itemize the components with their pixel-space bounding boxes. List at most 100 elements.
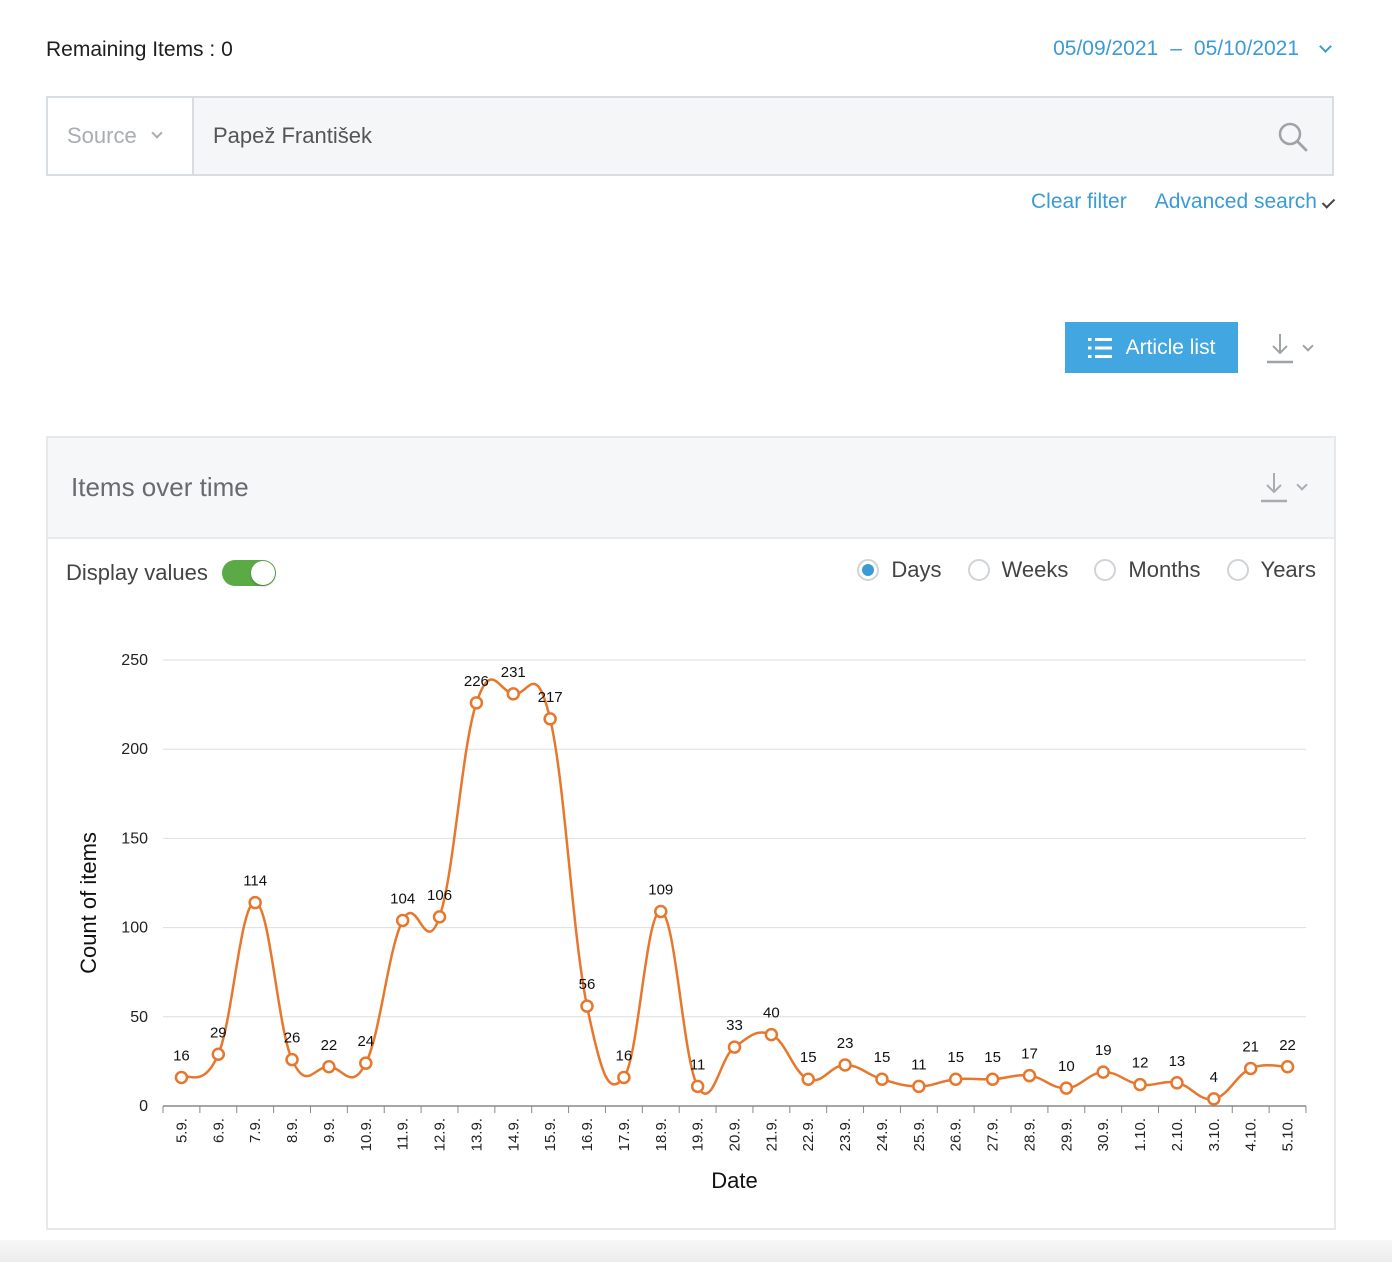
display-values-control: Display values	[66, 560, 276, 586]
data-point	[690, 1079, 705, 1094]
y-tick-label: 100	[121, 920, 148, 937]
y-tick-label: 150	[121, 830, 148, 847]
x-tick-label: 13.9.	[468, 1118, 485, 1151]
check-icon	[1321, 195, 1336, 209]
date-separator: –	[1170, 37, 1182, 60]
radio-label: Years	[1260, 557, 1316, 582]
search-bar: Source Papež František	[46, 96, 1334, 176]
data-label: 17	[1021, 1046, 1038, 1063]
data-label: 29	[210, 1024, 227, 1041]
source-dropdown[interactable]: Source	[48, 98, 194, 174]
x-tick-label: 6.9.	[210, 1118, 227, 1143]
data-label: 56	[579, 976, 596, 993]
radio-dot	[1226, 559, 1249, 581]
granularity-radio-group: Days Weeks Months Years	[857, 557, 1316, 583]
panel-export-menu[interactable]	[1256, 470, 1308, 504]
date-range-picker[interactable]: 05/09/2021 – 05/10/2021	[1053, 37, 1332, 61]
x-tick-label: 14.9.	[505, 1118, 522, 1151]
x-tick-label: 15.9.	[542, 1118, 559, 1151]
x-tick-label: 4.10.	[1243, 1118, 1260, 1151]
x-tick-label: 25.9.	[911, 1118, 928, 1151]
data-label: 104	[390, 890, 415, 907]
data-point	[285, 1052, 299, 1067]
advanced-search-label: Advanced search	[1154, 190, 1317, 213]
radio-weeks[interactable]: Weeks	[967, 557, 1069, 583]
radio-dot	[1094, 559, 1117, 581]
x-tick-label: 5.10.	[1280, 1118, 1297, 1151]
y-axis-title: Count of items	[76, 832, 101, 974]
data-point	[1280, 1060, 1295, 1074]
list-icon	[1087, 337, 1112, 358]
data-point	[322, 1060, 336, 1074]
y-tick-label: 200	[121, 741, 148, 758]
x-tick-label: 9.9.	[321, 1118, 338, 1143]
data-label: 22	[321, 1037, 338, 1054]
x-tick-label: 20.9.	[727, 1118, 744, 1151]
data-label: 16	[616, 1047, 633, 1064]
data-label: 109	[648, 882, 673, 899]
export-menu[interactable]	[1262, 330, 1328, 366]
x-tick-label: 29.9.	[1058, 1118, 1075, 1151]
y-tick-label: 250	[121, 652, 148, 669]
data-point	[1059, 1081, 1074, 1095]
data-label: 15	[800, 1049, 817, 1066]
x-tick-label: 19.9.	[690, 1118, 707, 1151]
data-label: 33	[726, 1017, 743, 1034]
x-tick-label: 3.10.	[1206, 1118, 1223, 1151]
data-label: 4	[1210, 1069, 1218, 1086]
data-point	[1207, 1092, 1221, 1106]
chevron-down-icon	[151, 127, 163, 139]
article-list-button[interactable]: Article list	[1065, 322, 1238, 373]
search-input[interactable]: Papež František	[194, 98, 1332, 174]
toggle-knob	[250, 561, 275, 585]
x-tick-label: 17.9.	[616, 1118, 633, 1151]
y-tick-label: 50	[130, 1009, 148, 1026]
display-values-toggle[interactable]	[221, 560, 276, 586]
data-label: 10	[1058, 1058, 1075, 1075]
advanced-search-link[interactable]: Advanced search	[1154, 190, 1336, 214]
items-over-time-chart: 0 50 100 150 200 250 5.9. 6.9. 7.9. 8.9. 9.9. 10.9.…	[76, 652, 1307, 1193]
data-point	[1243, 1061, 1258, 1076]
data-label: 12	[1132, 1055, 1149, 1072]
x-tick-label: 28.9.	[1021, 1118, 1038, 1151]
radio-months[interactable]: Months	[1094, 557, 1201, 583]
article-list-label: Article list	[1125, 335, 1216, 359]
date-from: 05/09/2021	[1053, 37, 1159, 60]
data-label: 22	[1279, 1037, 1296, 1054]
radio-dot	[967, 559, 990, 581]
clear-filter-link[interactable]: Clear filter	[1031, 190, 1127, 213]
chevron-down-icon	[1302, 340, 1314, 352]
data-point	[248, 895, 262, 910]
data-label: 26	[284, 1030, 301, 1047]
x-tick-label: 2.10.	[1169, 1118, 1186, 1151]
data-label: 114	[243, 873, 267, 890]
data-point	[543, 712, 557, 726]
data-label: 11	[690, 1056, 706, 1073]
source-label: Source	[67, 123, 137, 148]
radio-years[interactable]: Years	[1226, 557, 1316, 583]
radio-dot	[857, 559, 880, 581]
data-point	[875, 1072, 889, 1086]
data-label: 226	[464, 673, 489, 690]
data-point	[654, 904, 668, 919]
y-tick-label: 0	[139, 1098, 148, 1115]
items-over-time-panel: Items over time	[46, 436, 1336, 1230]
chevron-down-icon	[1296, 479, 1308, 491]
data-label: 40	[763, 1005, 780, 1022]
chevron-down-icon	[1319, 39, 1332, 53]
radio-days[interactable]: Days	[857, 557, 942, 583]
data-point	[912, 1079, 926, 1094]
x-tick-label: 5.9.	[173, 1118, 190, 1143]
data-label: 217	[538, 689, 563, 706]
x-tick-label: 16.9.	[579, 1118, 596, 1151]
data-label: 19	[1095, 1042, 1112, 1059]
data-label: 13	[1169, 1053, 1186, 1070]
data-point	[174, 1070, 189, 1085]
download-icon	[1261, 473, 1287, 503]
x-tick-label: 30.9.	[1095, 1118, 1112, 1151]
radio-label: Weeks	[1001, 557, 1069, 582]
search-icon[interactable]	[1276, 120, 1310, 154]
data-point	[469, 696, 484, 710]
page-bottom-edge	[0, 1240, 1392, 1262]
radio-label: Days	[891, 557, 942, 582]
